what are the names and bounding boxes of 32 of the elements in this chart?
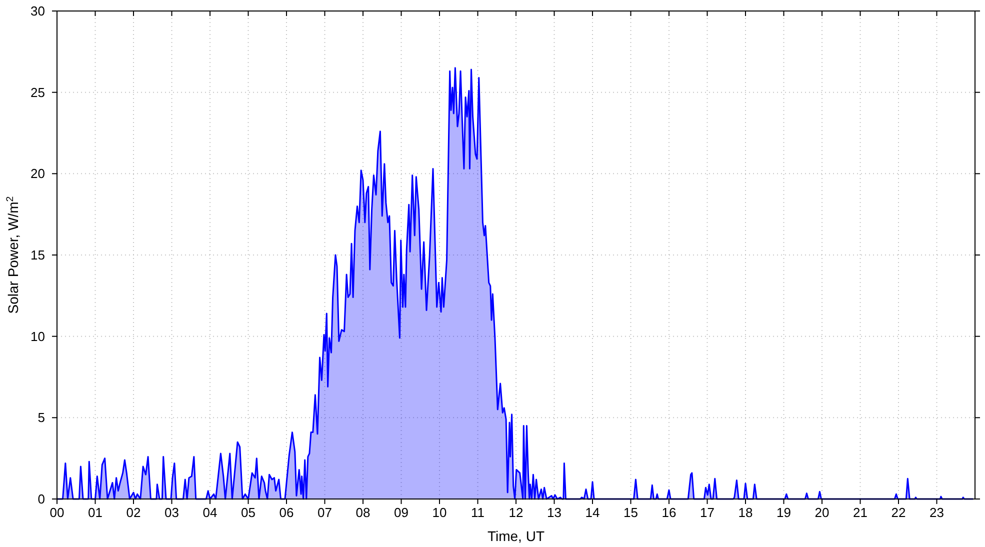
x-tick-label: 14 [585,505,600,520]
x-tick-label: 17 [700,505,714,520]
x-tick-label: 08 [356,505,370,520]
x-tick-label: 15 [624,505,638,520]
x-tick-label: 06 [279,505,294,520]
x-tick-label: 22 [891,505,906,520]
x-tick-label: 01 [88,505,102,520]
x-tick-label: 20 [814,505,830,520]
y-tick-label: 5 [38,410,45,426]
x-tick-label: 05 [241,505,256,520]
x-tick-label: 10 [432,505,447,520]
x-tick-label: 04 [202,505,218,520]
x-tick-label: 02 [126,505,141,520]
x-tick-label: 21 [853,505,868,520]
x-tick-label: 16 [662,505,676,520]
x-tick-label: 13 [547,505,562,520]
x-tick-label: 00 [50,505,64,520]
y-tick-label: 25 [30,84,45,100]
y-tick-label: 10 [30,328,45,344]
x-tick-label: 03 [164,505,179,520]
x-tick-label: 18 [738,505,753,520]
x-tick-label: 11 [471,505,484,520]
x-tick-label: 09 [394,505,408,520]
y-tick-label: 15 [30,248,45,262]
y-tick-label: 30 [30,4,45,18]
y-tick-label: 20 [30,166,45,182]
y-tick-label: 0 [38,492,45,506]
x-tick-label: 07 [318,505,332,520]
x-tick-label: 23 [930,505,944,520]
x-tick-label: 19 [776,505,791,520]
x-tick-label: 12 [508,505,524,520]
x-axis-title: Time, UT [487,528,545,544]
